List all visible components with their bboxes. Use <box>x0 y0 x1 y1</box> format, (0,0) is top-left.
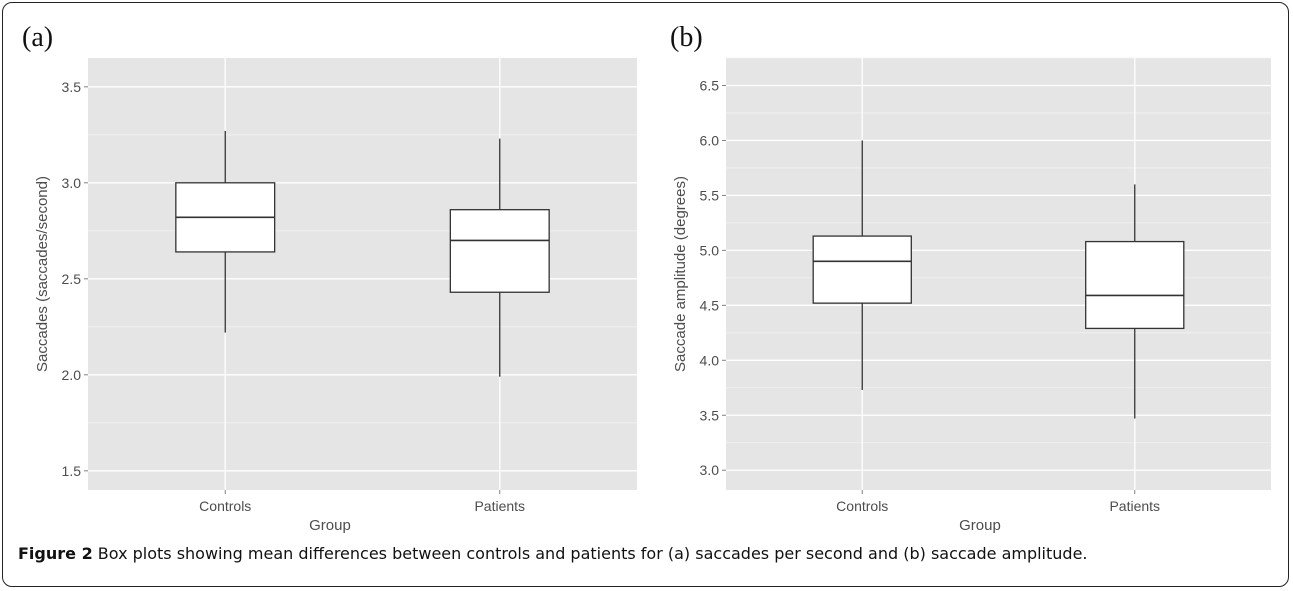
y-tick-label: 1.5 <box>62 463 82 479</box>
figure-caption: Figure 2 Box plots showing mean differen… <box>18 544 1283 563</box>
caption-text: Box plots showing mean differences betwe… <box>92 544 1088 563</box>
x-axis-label: Group <box>309 517 351 534</box>
y-tick-label: 5.0 <box>700 242 720 258</box>
y-axis-label: Saccades (saccades/second) <box>34 176 51 372</box>
box-patients <box>449 209 550 293</box>
y-tick-label: 5.5 <box>700 187 720 203</box>
x-tick-label: Patients <box>474 498 525 514</box>
y-tick-label: 2.0 <box>62 367 82 383</box>
y-tick-label: 3.5 <box>62 79 82 95</box>
caption-lead: Figure 2 <box>18 544 93 563</box>
chart-b: 3.0 3.5 4.0 4.5 5.0 5.5 6.0 6.5 Controls Patients… <box>672 57 1271 534</box>
panel-a-label: (a) <box>22 22 54 53</box>
y-tick-label: 3.5 <box>700 407 720 423</box>
x-axis-label: Group <box>959 517 1001 534</box>
y-axis-label: Saccade amplitude (degrees) <box>672 176 689 372</box>
y-tick-label: 4.5 <box>700 297 720 313</box>
panel-b-label: (b) <box>670 22 703 53</box>
x-tick-label: Controls <box>199 498 251 514</box>
box-controls <box>812 235 912 304</box>
box-patients <box>1085 240 1185 330</box>
y-tick-label: 3.0 <box>700 462 720 478</box>
y-tick-label: 6.0 <box>700 132 720 148</box>
y-tick-label: 6.5 <box>700 77 720 93</box>
plot-background <box>88 58 637 490</box>
y-tick-label: 2.5 <box>62 271 82 287</box>
y-tick-label: 3.0 <box>62 175 82 191</box>
x-tick-label: Controls <box>836 498 888 514</box>
chart-a: 1.5 2.0 2.5 3.0 3.5 Controls Patients Group Sacc… <box>34 58 637 534</box>
y-tick-label: 4.0 <box>700 352 720 368</box>
x-tick-label: Patients <box>1109 498 1160 514</box>
plot-background <box>726 58 1271 490</box>
